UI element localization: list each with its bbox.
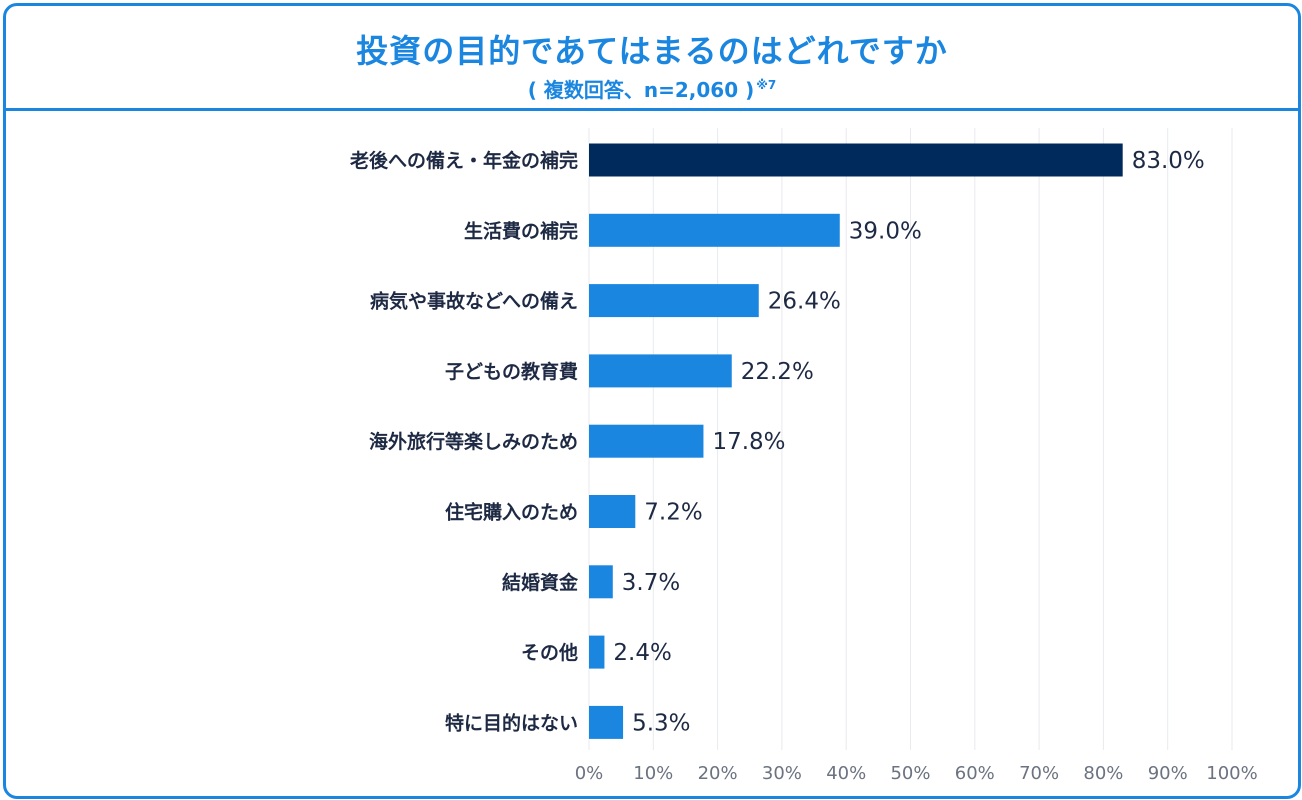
- bar: [589, 565, 613, 599]
- bar: [589, 495, 636, 528]
- x-tick-label: 60%: [955, 763, 995, 784]
- value-label: 39.0%: [849, 218, 922, 244]
- category-label: 病気や事故などへの備え: [370, 290, 578, 313]
- x-tick-label: 40%: [826, 763, 866, 784]
- x-tick-label: 50%: [890, 763, 930, 784]
- chart-frame: 投資の目的であてはまるのはどれですか ( 複数回答、n=2,060 ) ※7: [3, 3, 1301, 799]
- category-label: 老後への備え・年金の補完: [350, 149, 578, 172]
- category-label: 結婚資金: [502, 571, 579, 594]
- x-tick-label: 80%: [1083, 763, 1123, 784]
- category-label: 子どもの教育費: [445, 360, 578, 383]
- x-tick-label: 0%: [575, 763, 604, 784]
- value-label: 2.4%: [613, 640, 671, 666]
- category-label: 特に目的はない: [445, 711, 578, 734]
- x-tick-label: 90%: [1148, 763, 1188, 784]
- category-label: 海外旅行等楽しみのため: [369, 430, 578, 453]
- bar: [589, 354, 732, 388]
- value-label: 22.2%: [741, 359, 814, 385]
- x-tick-label: 10%: [633, 763, 673, 784]
- bar: [589, 284, 759, 318]
- bar: [589, 635, 605, 669]
- x-tick-label: 30%: [762, 763, 802, 784]
- value-label: 5.3%: [632, 710, 690, 736]
- value-label: 17.8%: [712, 429, 785, 455]
- value-label: 3.7%: [622, 570, 680, 596]
- footnote-mark: ※7: [756, 78, 777, 92]
- bar: [589, 424, 704, 458]
- chart-title: 投資の目的であてはまるのはどれですか: [356, 32, 948, 70]
- value-label: 83.0%: [1132, 148, 1205, 174]
- chart-header: 投資の目的であてはまるのはどれですか ( 複数回答、n=2,060 ) ※7: [6, 6, 1298, 111]
- category-label: 生活費の補完: [464, 219, 578, 242]
- subtitle-text: ( 複数回答、n=2,060 ): [527, 78, 755, 102]
- bar: [589, 143, 1123, 177]
- x-tick-label: 20%: [698, 763, 738, 784]
- value-label: 7.2%: [644, 500, 702, 526]
- x-tick-label: 100%: [1206, 763, 1257, 784]
- bar: [589, 705, 624, 739]
- category-label: その他: [521, 641, 578, 664]
- x-tick-label: 70%: [1019, 763, 1059, 784]
- category-label: 住宅購入のため: [445, 501, 578, 524]
- chart-subtitle: ( 複数回答、n=2,060 ) ※7: [6, 74, 1298, 103]
- bar: [589, 213, 840, 247]
- value-label: 26.4%: [768, 289, 841, 315]
